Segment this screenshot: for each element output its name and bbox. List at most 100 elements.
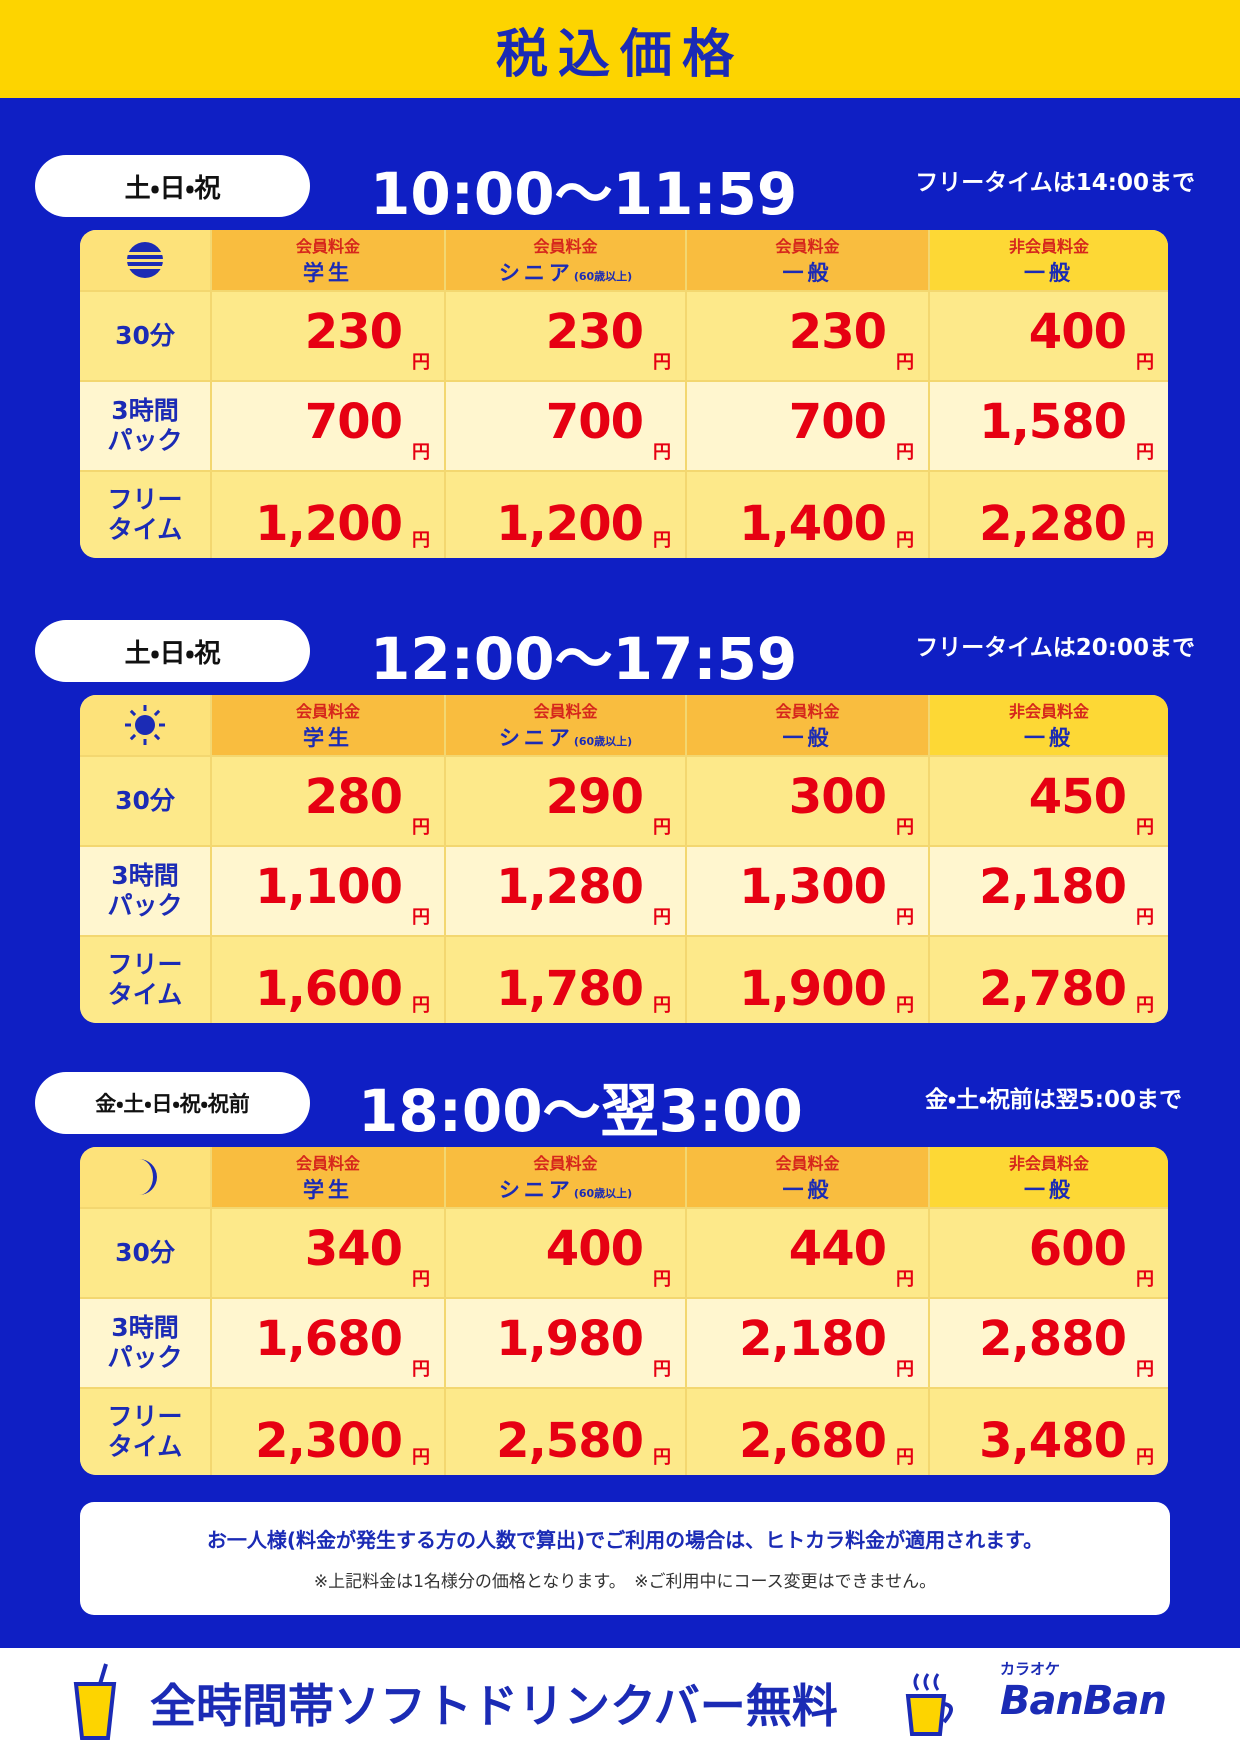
price-unit: 円 [412,817,430,838]
column-header: 会員料金 シニア(60歳以上) [444,1147,685,1207]
price-cell: 2,280 円 [928,470,1168,558]
row-label-line: 30分 [115,786,175,815]
price-cell: 2,780 円 [928,935,1168,1023]
price-table: 会員料金 学生 会員料金 シニア(60歳以上) 会員料金 一般 非会員料金 一般 30分 280 円… [80,695,1168,1023]
price: 1,200 [255,496,403,552]
column-main: 一般 [783,257,833,287]
icon-cell [80,695,210,755]
time-icon [125,705,165,745]
price-unit: 円 [896,907,914,928]
column-main-text: 学生 [303,261,353,285]
price-cell: 1,900 円 [685,935,928,1023]
column-main: 学生 [303,257,353,287]
price-cell: 230 円 [210,290,444,380]
notice-box: お一人様(料金が発生する方の人数で算出)でご利用の場合は、ヒトカラ料金が適用され… [80,1502,1170,1615]
column-main: シニア(60歳以上) [499,1174,632,1204]
price: 1,200 [496,496,644,552]
price-cell: 700 円 [210,380,444,470]
price: 450 [1028,769,1127,825]
day-pill: 土・日・祝 [35,155,310,217]
column-main-text: 一般 [1024,726,1074,750]
price-unit: 円 [412,442,430,463]
row-label-line: パック [107,426,183,455]
price-unit: 円 [896,530,914,551]
price-unit: 円 [896,442,914,463]
price-unit: 円 [1136,817,1154,838]
price-unit: 円 [1136,442,1154,463]
price-cell: 290 円 [444,755,685,845]
row-label-line: 30分 [115,321,175,350]
price: 2,880 [979,1311,1127,1367]
price: 230 [304,304,403,360]
time-range: 12:00〜17:59 [370,625,798,693]
time-note: 金・土・祝前は翌5:00まで [925,1087,1182,1113]
column-main: 一般 [1024,257,1074,287]
price-unit: 円 [896,1447,914,1468]
footer-text: 全時間帯ソフトドリンクバー無料 [150,1679,838,1733]
price-unit: 円 [412,1447,430,1468]
price: 1,100 [255,859,403,915]
price-unit: 円 [412,1359,430,1380]
column-top: 会員料金 [295,237,360,256]
price: 2,580 [496,1413,644,1469]
logo-small: カラオケ [1000,1660,1061,1678]
price-unit: 円 [653,442,671,463]
column-top: 会員料金 [775,237,840,256]
row-label: 30分 [80,1207,210,1297]
price-cell: 1,300 円 [685,845,928,935]
price: 2,180 [979,859,1127,915]
column-main-text: シニア [498,726,574,750]
time-note: フリータイムは14:00まで [915,170,1195,196]
price-cell: 230 円 [685,290,928,380]
price-unit: 円 [1136,530,1154,551]
price-cell: 1,600 円 [210,935,444,1023]
price-cell: 700 円 [685,380,928,470]
price-unit: 円 [412,530,430,551]
row-label: フリー タイム [80,470,210,558]
row-label-line: 30分 [115,1238,175,1267]
time-range: 10:00〜11:59 [370,160,798,228]
price-table: 会員料金 学生 会員料金 シニア(60歳以上) 会員料金 一般 非会員料金 一般 30分 230 円… [80,230,1168,558]
row-label-line: フリー [107,485,183,514]
day-pill: 金・土・日・祝・祝前 [35,1072,310,1134]
column-top: 会員料金 [295,1154,360,1173]
column-main: 一般 [783,722,833,752]
price: 700 [788,394,887,450]
row-label-line: タイム [107,515,183,544]
price-cell: 600 円 [928,1207,1168,1297]
column-header: 会員料金 学生 [210,695,444,755]
column-main-text: 一般 [782,1178,833,1202]
row-label-line: タイム [107,980,183,1009]
price-unit: 円 [1136,907,1154,928]
notice-line2: ※上記料金は1名様分の価格となります。 ※ご利用中にコース変更はできません。 [313,1572,937,1592]
price: 230 [788,304,887,360]
row-label: フリー タイム [80,935,210,1023]
column-main: 一般 [1024,1174,1074,1204]
price-unit: 円 [896,1269,914,1290]
price: 1,600 [255,961,403,1017]
column-top: 非会員料金 [1008,1154,1089,1173]
price-cell: 400 円 [928,290,1168,380]
price-unit: 円 [1136,1359,1154,1380]
notice-line1: お一人様(料金が発生する方の人数で算出)でご利用の場合は、ヒトカラ料金が適用され… [206,1528,1044,1552]
column-header: 会員料金 一般 [685,695,928,755]
price: 230 [545,304,644,360]
column-sub: (60歳以上) [573,270,633,283]
price: 400 [1028,304,1127,360]
coffee-icon [905,1673,953,1736]
row-label: フリー タイム [80,1387,210,1475]
price-cell: 400 円 [444,1207,685,1297]
row-label: 3時間 パック [80,1297,210,1387]
column-sub: (60歳以上) [573,735,633,748]
price: 3,480 [979,1413,1127,1469]
price-unit: 円 [1136,1447,1154,1468]
column-header: 会員料金 学生 [210,230,444,290]
price: 600 [1028,1221,1127,1277]
price-cell: 1,280 円 [444,845,685,935]
column-header: 会員料金 シニア(60歳以上) [444,695,685,755]
price-unit: 円 [653,352,671,373]
price-cell: 450 円 [928,755,1168,845]
row-label: 30分 [80,755,210,845]
price-cell: 300 円 [685,755,928,845]
